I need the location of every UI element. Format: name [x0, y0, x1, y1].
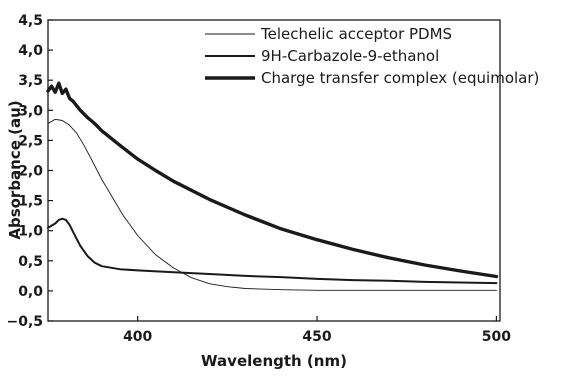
y-tick-label: 4,0 [18, 43, 43, 59]
legend-label-2: 9H-Carbazole-9-ethanol [261, 47, 439, 65]
y-tick-label: 0,0 [18, 284, 43, 300]
y-tick-label: −0,5 [6, 314, 43, 330]
y-tick-label: 0,5 [18, 254, 43, 270]
y-tick-label: 3,5 [18, 73, 43, 89]
y-axis-title: Absorbance (au) [6, 100, 24, 239]
series-line-3 [48, 83, 496, 276]
x-tick-label: 500 [482, 329, 511, 345]
legend-label-1: Telechelic acceptor PDMS [260, 25, 452, 43]
x-tick-label: 450 [302, 329, 331, 345]
legend: Telechelic acceptor PDMS 9H-Carbazole-9-e… [205, 25, 539, 87]
y-tick-label: 4,5 [18, 13, 43, 29]
plot-frame [48, 20, 500, 321]
x-axis-title: Wavelength (nm) [201, 352, 347, 370]
x-tick-label: 400 [123, 329, 152, 345]
series-layer [48, 83, 496, 290]
legend-label-3: Charge transfer complex (equimolar) [261, 69, 539, 87]
series-line-2 [48, 219, 496, 283]
